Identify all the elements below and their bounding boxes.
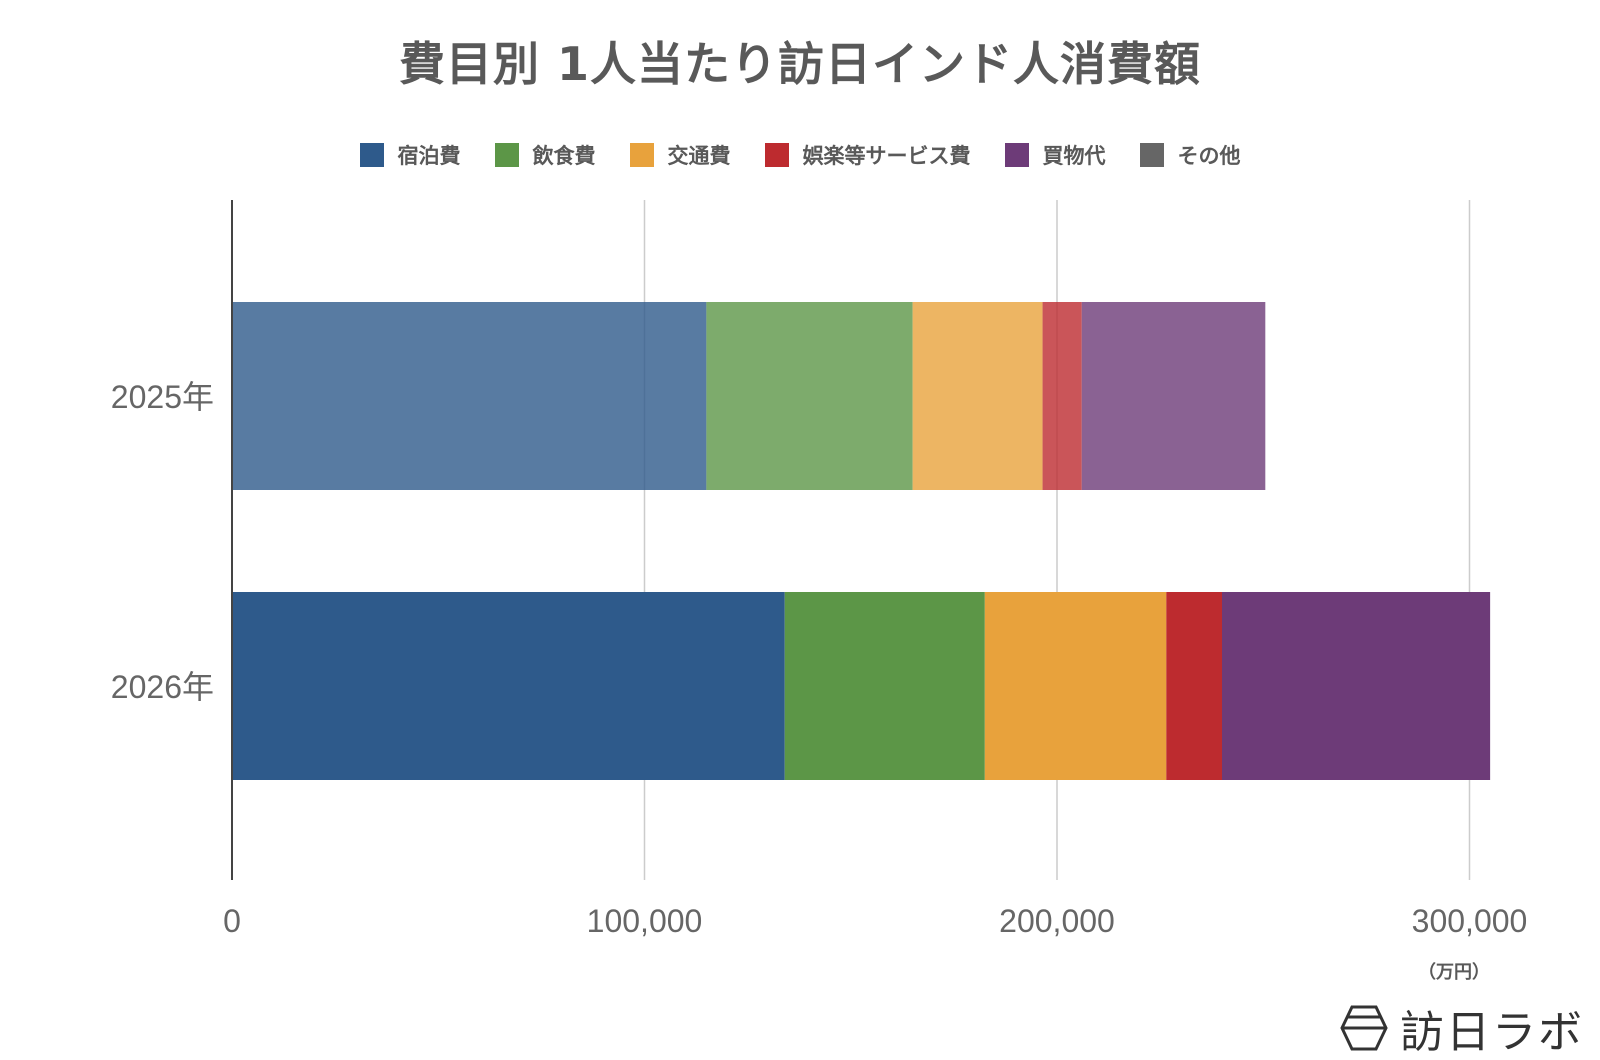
legend-swatch [764,143,789,167]
legend-item: 飲食費 [494,140,596,170]
legend-swatch [1139,143,1164,167]
legend-label: 交通費 [667,144,731,168]
bars [232,302,1491,780]
legend-label: 飲食費 [532,144,596,168]
brand-name: 訪日ラボ [1400,1007,1584,1058]
legend-swatch [359,143,384,167]
bar-segment [1166,592,1222,780]
bar-segment [912,302,1043,490]
legend-item: 娯楽等サービス費 [764,140,971,170]
legend-label: 宿泊費 [397,144,461,168]
legend-item: 交通費 [629,140,731,170]
legend-item: 宿泊費 [359,140,461,170]
bar-segment [784,592,985,780]
legend-swatch [629,143,654,167]
legend-swatch [494,143,519,167]
axes: 0 100,000 200,000 300,000 2025年 2026年 [111,200,1528,939]
chart-title: 費目別 1人当たり訪日インド人消費額 [398,37,1202,91]
y-category-label: 2026年 [111,669,214,705]
x-tick-label: 100,000 [587,903,703,939]
legend-swatch [1004,143,1029,167]
hexagon-logo-icon [1340,1005,1388,1051]
bar-segment [984,592,1167,780]
bar-segment [232,302,707,490]
bar-segment [1042,302,1082,490]
bar-segment [1222,592,1491,780]
x-tick-label: 300,000 [1412,903,1528,939]
y-category-label: 2025年 [111,379,214,415]
legend-item: 買物代 [1004,140,1106,170]
brand-logo: 訪日ラボ [1340,996,1584,1060]
legend-item: その他 [1139,140,1241,170]
legend: 宿泊費 飲食費 交通費 娯楽等サービス費 買物代 その他 [0,140,1600,170]
legend-label: その他 [1177,144,1241,168]
legend-label: 買物代 [1042,144,1106,168]
bar-segment [232,592,785,780]
x-tick-label: 200,000 [999,903,1115,939]
legend-label: 娯楽等サービス費 [802,144,971,168]
bar-segment [706,302,913,490]
bar-segment [1081,302,1266,490]
x-tick-label: 0 [223,903,241,939]
x-axis-unit-label: （万円） [1418,962,1490,983]
